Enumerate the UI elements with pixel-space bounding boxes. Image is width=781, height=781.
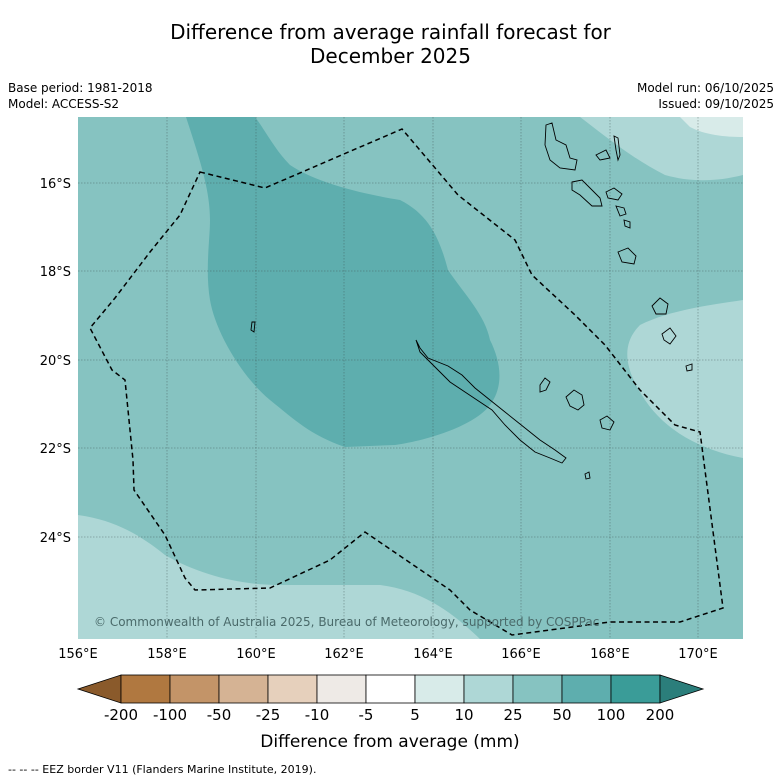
vanuatu-coast [595, 149, 611, 161]
island-coast [250, 321, 256, 333]
base-period: Base period: 1981-2018 [8, 81, 153, 95]
colorbar-tick: -100 [153, 706, 187, 724]
colorbar-extend-high [659, 674, 705, 704]
anomaly-5-10-corner [680, 117, 743, 137]
colorbar-segment [365, 674, 416, 704]
vanuatu-coast [613, 135, 621, 162]
anomaly-50-100-region [186, 117, 500, 447]
colorbar-tick: -5 [359, 706, 374, 724]
lat-label: 24°S [40, 531, 71, 546]
colorbar-segment [463, 674, 514, 704]
lon-label: 166°E [501, 647, 541, 662]
title-line-1: Difference from average rainfall forecas… [170, 20, 611, 44]
lon-label: 160°E [236, 647, 276, 662]
colorbar [76, 674, 705, 704]
colorbar-segment [414, 674, 465, 704]
colorbar-segment [120, 674, 171, 704]
colorbar-tick: 25 [503, 706, 522, 724]
colorbar-segment [267, 674, 318, 704]
island-coast [685, 363, 693, 372]
eez-border [89, 128, 724, 636]
vanuatu-coast [571, 179, 603, 207]
lon-label: 158°E [147, 647, 187, 662]
island-coast [599, 415, 615, 431]
colorbar-ticks: -200 -100 -50 -25 -10 -5 5 10 25 50 100 … [104, 706, 674, 724]
copyright-notice: © Commonwealth of Australia 2025, Bureau… [94, 615, 599, 629]
coastlines [250, 122, 693, 480]
colorbar-extend-low [76, 674, 122, 704]
model-run: Model run: 06/10/2025 [636, 81, 774, 95]
vanuatu-coast [651, 297, 669, 315]
colorbar-segment [218, 674, 269, 704]
issued-date: Issued: 09/10/2025 [658, 97, 774, 111]
vanuatu-coast [623, 219, 631, 229]
map-title: Difference from average rainfall forecas… [0, 20, 781, 68]
eez-legend: -- -- -- EEZ border V11 (Flanders Marine… [8, 763, 317, 776]
latitude-labels: 16°S 18°S 20°S 22°S 24°S [40, 177, 71, 546]
colorbar-tick: 100 [597, 706, 626, 724]
colorbar-tick: -200 [104, 706, 138, 724]
island-coast [584, 471, 591, 480]
rainfall-map: © Commonwealth of Australia 2025, Bureau… [78, 117, 743, 639]
colorbar-segment [169, 674, 220, 704]
colorbar-segment [561, 674, 612, 704]
title-line-2: December 2025 [310, 44, 471, 68]
colorbar-tick: 50 [552, 706, 571, 724]
vanuatu-coast [605, 187, 623, 201]
colorbar-tick: 200 [646, 706, 675, 724]
island-coast [565, 389, 585, 411]
anomaly-10-25-east [627, 300, 743, 458]
lon-label: 170°E [678, 647, 718, 662]
lon-label: 168°E [590, 647, 630, 662]
model-name: Model: ACCESS-S2 [8, 97, 120, 111]
island-coast [539, 377, 551, 393]
anomaly-10-25-southwest [78, 515, 480, 639]
colorbar-tick: -25 [256, 706, 281, 724]
lat-label: 22°S [40, 442, 71, 457]
vanuatu-coast [615, 205, 627, 217]
vanuatu-coast [544, 122, 578, 171]
vanuatu-coast [617, 247, 637, 265]
vanuatu-coast [661, 327, 677, 345]
colorbar-tick: 10 [454, 706, 473, 724]
run-info: Model run: 06/10/2025 Issued: 09/10/2025 [637, 80, 774, 112]
colorbar-tick: -50 [207, 706, 232, 724]
colorbar-tick: 5 [410, 706, 420, 724]
lat-label: 18°S [40, 265, 71, 280]
lat-label: 20°S [40, 354, 71, 369]
lat-label: 16°S [40, 177, 71, 192]
colorbar-label: Difference from average (mm) [260, 732, 519, 752]
colorbar-tick: -10 [305, 706, 330, 724]
new-caledonia-coast [415, 339, 567, 464]
longitude-labels: 156°E 158°E 160°E 162°E 164°E 166°E 168°… [58, 647, 718, 662]
base-info: Base period: 1981-2018 Model: ACCESS-S2 [8, 80, 153, 112]
colorbar-segment [512, 674, 563, 704]
anomaly-10-25-northeast [580, 117, 743, 181]
colorbar-segment [316, 674, 367, 704]
colorbar-segment [610, 674, 661, 704]
lon-label: 156°E [58, 647, 98, 662]
lon-label: 162°E [324, 647, 364, 662]
lon-label: 164°E [413, 647, 453, 662]
graticule [78, 117, 743, 639]
